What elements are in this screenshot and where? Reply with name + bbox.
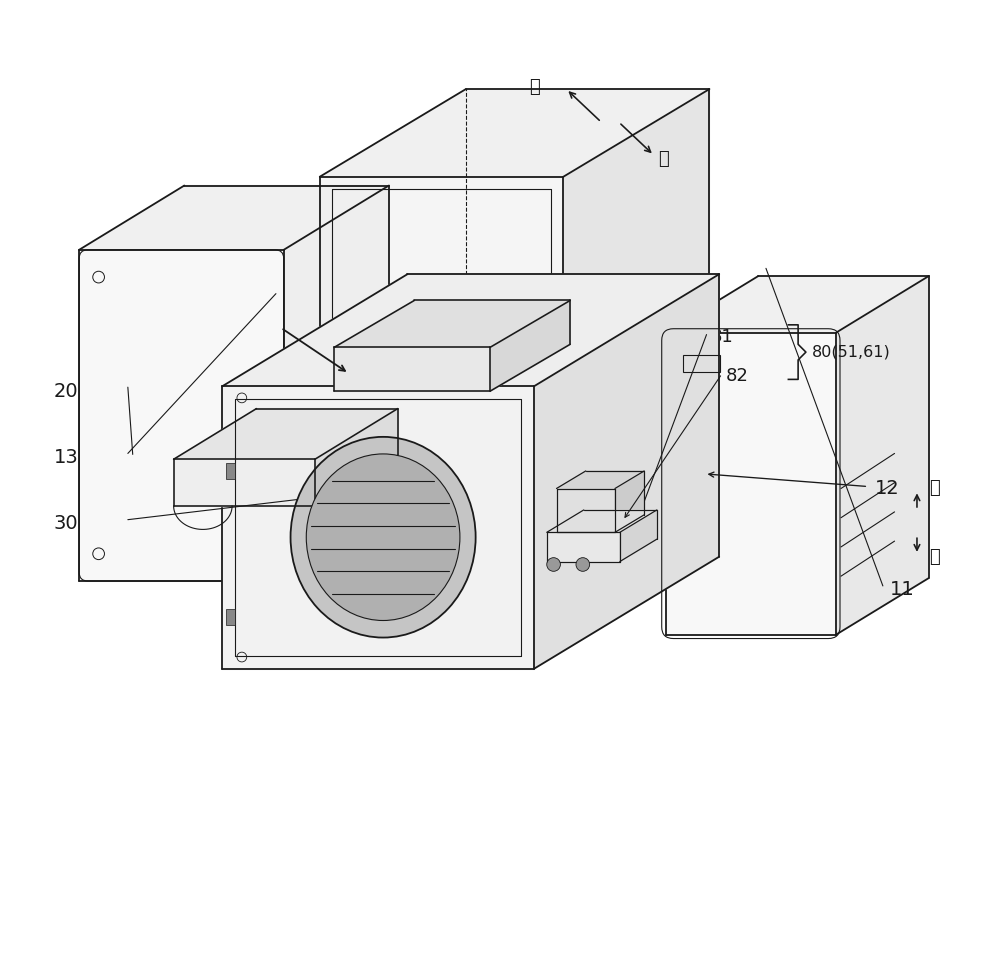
Polygon shape <box>666 332 836 635</box>
Circle shape <box>547 558 560 572</box>
Polygon shape <box>547 532 620 562</box>
Polygon shape <box>315 408 398 506</box>
Polygon shape <box>334 301 570 347</box>
Bar <box>226 463 235 479</box>
Text: 13: 13 <box>54 447 79 467</box>
Polygon shape <box>222 386 534 668</box>
Polygon shape <box>334 347 490 391</box>
Polygon shape <box>79 250 284 581</box>
Text: 20: 20 <box>54 382 78 401</box>
Text: 前: 前 <box>529 78 540 96</box>
Polygon shape <box>547 510 657 532</box>
Text: 上: 上 <box>929 548 939 566</box>
Polygon shape <box>666 276 929 332</box>
Bar <box>226 610 235 625</box>
Polygon shape <box>174 408 398 459</box>
Text: 80(51,61): 80(51,61) <box>812 345 891 360</box>
Polygon shape <box>557 488 615 532</box>
Text: 82: 82 <box>726 367 749 386</box>
Polygon shape <box>490 301 570 391</box>
Text: 30: 30 <box>54 514 78 533</box>
Polygon shape <box>222 275 719 386</box>
Bar <box>683 355 720 371</box>
Text: 81: 81 <box>710 328 733 347</box>
Polygon shape <box>320 177 563 459</box>
Polygon shape <box>284 186 389 581</box>
Polygon shape <box>79 186 389 250</box>
Text: 12: 12 <box>875 479 900 498</box>
Polygon shape <box>174 459 315 506</box>
Text: 后: 后 <box>658 150 669 168</box>
Text: 下: 下 <box>929 480 939 497</box>
Polygon shape <box>534 275 719 668</box>
Circle shape <box>576 558 590 572</box>
Polygon shape <box>563 89 709 459</box>
Polygon shape <box>557 471 644 488</box>
Ellipse shape <box>306 454 460 620</box>
Ellipse shape <box>291 437 476 638</box>
Polygon shape <box>620 510 657 562</box>
Polygon shape <box>836 276 929 635</box>
Polygon shape <box>615 471 644 532</box>
Polygon shape <box>320 89 709 177</box>
Text: 11: 11 <box>890 580 914 599</box>
